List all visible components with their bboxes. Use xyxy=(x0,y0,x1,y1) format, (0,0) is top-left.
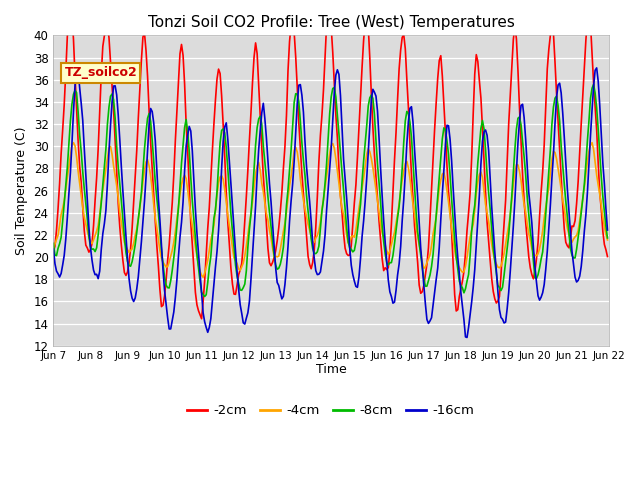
-2cm xyxy=(198,316,205,322)
-4cm xyxy=(576,218,584,224)
-4cm xyxy=(246,220,253,226)
-4cm xyxy=(218,173,225,179)
-16cm xyxy=(243,315,250,321)
-4cm xyxy=(236,267,244,273)
X-axis label: Time: Time xyxy=(316,363,346,376)
-2cm xyxy=(576,151,584,156)
-2cm xyxy=(49,249,57,255)
-4cm xyxy=(295,160,303,166)
-16cm xyxy=(574,277,582,283)
Line: -2cm: -2cm xyxy=(53,4,607,319)
-8cm xyxy=(201,294,209,300)
-2cm xyxy=(118,242,125,248)
Y-axis label: Soil Temperature (C): Soil Temperature (C) xyxy=(15,126,28,255)
-16cm xyxy=(118,164,125,169)
-2cm xyxy=(235,272,243,277)
-16cm xyxy=(593,65,600,71)
-4cm xyxy=(199,275,207,280)
-8cm xyxy=(118,198,125,204)
Line: -16cm: -16cm xyxy=(53,68,607,337)
-16cm xyxy=(214,228,222,233)
-8cm xyxy=(216,140,224,145)
-8cm xyxy=(589,82,597,87)
-8cm xyxy=(49,240,57,246)
-8cm xyxy=(244,244,252,250)
-4cm xyxy=(70,140,77,145)
-2cm xyxy=(293,85,301,91)
Legend: -2cm, -4cm, -8cm, -16cm: -2cm, -4cm, -8cm, -16cm xyxy=(182,399,480,422)
-2cm xyxy=(324,1,332,7)
Text: TZ_soilco2: TZ_soilco2 xyxy=(65,66,137,79)
-2cm xyxy=(244,167,252,173)
Line: -8cm: -8cm xyxy=(53,84,607,297)
-16cm xyxy=(463,335,471,340)
-16cm xyxy=(49,246,57,252)
Title: Tonzi Soil CO2 Profile: Tree (West) Temperatures: Tonzi Soil CO2 Profile: Tree (West) Temp… xyxy=(148,15,515,30)
-8cm xyxy=(604,235,611,241)
-2cm xyxy=(216,71,224,76)
-4cm xyxy=(49,245,57,251)
-8cm xyxy=(293,91,301,97)
-8cm xyxy=(235,280,243,286)
-16cm xyxy=(292,130,300,136)
-16cm xyxy=(233,269,241,275)
-2cm xyxy=(604,253,611,259)
Line: -4cm: -4cm xyxy=(53,143,607,277)
-4cm xyxy=(604,237,611,243)
-8cm xyxy=(574,235,582,240)
-4cm xyxy=(119,229,127,235)
-16cm xyxy=(604,227,611,233)
